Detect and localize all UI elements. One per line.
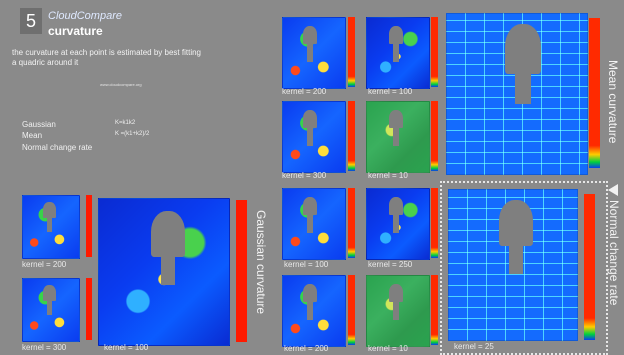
formula-mean-name: Mean [22,131,43,140]
normal-highlight-frame [440,181,608,355]
normal-label-k200: kernel = 200 [284,344,329,353]
brand-name: CloudCompare [48,10,122,22]
normal-panel-large [448,189,578,341]
normal-bar-k100 [348,188,355,258]
formula-mean-expr: K =(k1+k2)/2 [115,131,150,137]
mean-label-k300: kernel = 300 [282,171,327,180]
mean-label-k200: kernel = 200 [282,87,327,96]
slide-title: curvature [48,24,103,38]
mean-panel-k10 [366,101,430,173]
normal-label-k10: kernel = 10 [368,344,408,353]
mean-label-k100: kernel = 100 [368,87,413,96]
gaussian-curvature-title: Gaussian curvature [254,210,268,315]
mean-bar-k200 [348,17,355,87]
pointer-arrow-icon [608,184,618,196]
normal-change-rate-title: Normal change rate [607,200,621,306]
mean-bar-k300 [348,101,355,171]
normal-label-k100: kernel = 100 [284,260,329,269]
gauss-bar-large [236,200,247,342]
mean-curvature-title: Mean curvature [606,60,620,144]
gauss-bar-k300 [86,278,92,340]
mean-label-k10: kernel = 10 [368,171,408,180]
mean-bar-k100 [431,17,438,87]
formula-normal-name: Normal change rate [22,143,93,152]
normal-bar-k200 [348,275,355,345]
normal-bar-large [584,194,595,340]
mean-panel-k100 [366,17,430,89]
mean-panel-k200 [282,17,346,89]
formula-gaussian-expr: K=k1k2 [115,120,136,126]
normal-panel-k10 [366,275,430,347]
mean-panel-large [446,13,588,175]
gauss-panel-large [98,198,230,346]
normal-panel-k200 [282,275,346,347]
normal-label-k25: kernel = 25 [454,342,494,351]
gauss-label-k100: kernel = 100 [104,343,149,352]
normal-label-k250: kernel = 250 [368,260,413,269]
mean-panel-k300 [282,101,346,173]
gauss-label-k200: kernel = 200 [22,260,67,269]
gauss-bar-k200 [86,195,92,257]
gauss-label-k300: kernel = 300 [22,343,67,352]
description: the curvature at each point is estimated… [12,48,201,67]
normal-panel-k250 [366,188,430,260]
mean-bar-large [589,18,600,168]
gauss-panel-k300 [22,278,80,342]
mean-bar-k10 [431,101,438,171]
formula-gaussian-name: Gaussian [22,120,56,129]
website-url: www.cloudcompare.org [100,82,142,87]
normal-panel-k100 [282,188,346,260]
gauss-panel-k200 [22,195,80,259]
normal-bar-k250 [431,188,438,258]
normal-bar-k10 [431,275,438,345]
slide-number: 5 [20,8,42,34]
